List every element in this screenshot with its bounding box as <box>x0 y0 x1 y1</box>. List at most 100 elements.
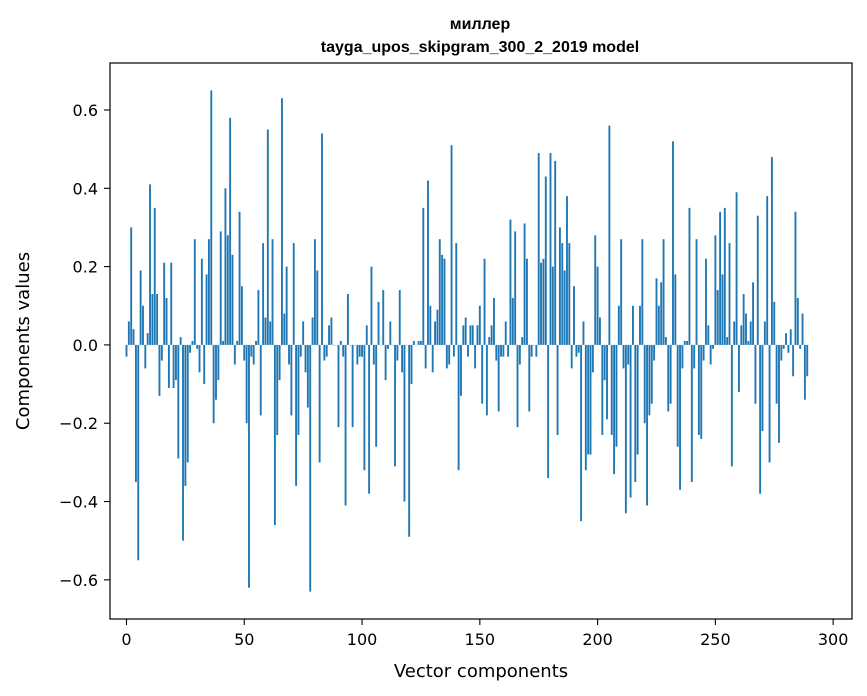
bar <box>193 239 196 345</box>
bar <box>313 239 316 345</box>
bar <box>603 344 606 381</box>
bar <box>723 207 726 345</box>
bar <box>273 344 276 526</box>
bar <box>686 341 689 345</box>
bar <box>646 344 648 506</box>
bar <box>325 344 328 357</box>
bar <box>339 341 342 345</box>
bar <box>309 344 312 592</box>
bar <box>375 344 378 447</box>
bar <box>697 344 700 435</box>
bar <box>443 258 446 345</box>
bar <box>250 344 253 357</box>
bar <box>424 344 427 369</box>
bar <box>434 321 436 345</box>
bar <box>768 344 771 463</box>
bar <box>766 196 769 345</box>
bar <box>478 305 481 345</box>
x-tick-label: 100 <box>347 630 378 649</box>
bar <box>617 305 620 345</box>
bar <box>226 235 229 345</box>
bar <box>591 344 594 373</box>
bar <box>306 344 309 408</box>
bar <box>575 344 578 357</box>
bar <box>132 329 135 345</box>
bar <box>660 282 663 345</box>
bar <box>667 344 670 412</box>
x-axis-ticks: 0 50 100 150 200 250 300 <box>121 619 848 649</box>
bar <box>525 258 528 345</box>
bar <box>657 305 660 345</box>
bar <box>243 344 246 361</box>
bar <box>636 344 639 455</box>
bar <box>245 344 248 424</box>
bar <box>259 344 262 416</box>
bar <box>318 344 321 463</box>
bar <box>481 344 484 404</box>
y-tick-label: −0.2 <box>59 414 98 433</box>
bar <box>664 337 667 345</box>
bar <box>321 133 323 345</box>
bar <box>266 129 269 345</box>
bar <box>464 317 467 345</box>
bar <box>573 286 575 345</box>
bar <box>596 266 599 345</box>
bar <box>410 344 413 385</box>
bar <box>622 344 625 369</box>
bar <box>252 344 255 365</box>
bar <box>297 344 300 435</box>
bar <box>599 317 601 345</box>
bar <box>606 344 608 420</box>
bar <box>509 219 512 345</box>
bar <box>302 321 305 345</box>
bar <box>721 274 724 345</box>
bar <box>431 344 434 373</box>
bar <box>726 337 729 345</box>
bar <box>450 145 453 345</box>
bar <box>203 344 206 385</box>
bar <box>257 290 260 345</box>
bar <box>460 344 462 396</box>
bar <box>184 344 187 486</box>
bar <box>262 243 265 345</box>
bar <box>639 305 641 345</box>
bar <box>196 344 199 349</box>
bar <box>582 321 585 345</box>
bar <box>412 341 415 345</box>
bar <box>427 180 429 345</box>
bar <box>240 286 243 345</box>
bar <box>634 344 637 482</box>
bar <box>497 344 500 412</box>
bar <box>469 325 472 345</box>
bar <box>700 344 703 439</box>
bar <box>629 344 632 498</box>
bar <box>189 344 192 353</box>
bar <box>540 262 542 345</box>
bar <box>747 341 750 345</box>
bar <box>530 344 533 357</box>
bar <box>799 344 802 349</box>
bar <box>207 239 210 345</box>
bar <box>417 341 420 345</box>
bar <box>476 325 479 345</box>
bar <box>504 321 507 345</box>
bar <box>688 207 691 345</box>
bar <box>566 196 568 345</box>
bar <box>584 344 587 471</box>
bar <box>271 239 274 345</box>
bar <box>627 344 630 365</box>
bar <box>728 243 731 345</box>
bar <box>281 98 283 345</box>
bar <box>448 344 451 365</box>
y-tick-label: 0.6 <box>73 101 98 120</box>
bar <box>589 344 592 455</box>
bar <box>401 344 404 373</box>
bar <box>502 344 505 357</box>
bar <box>785 333 787 345</box>
bar <box>358 344 361 357</box>
bar <box>789 329 792 345</box>
bar <box>144 344 147 369</box>
bar <box>457 344 460 471</box>
bar <box>511 297 514 345</box>
